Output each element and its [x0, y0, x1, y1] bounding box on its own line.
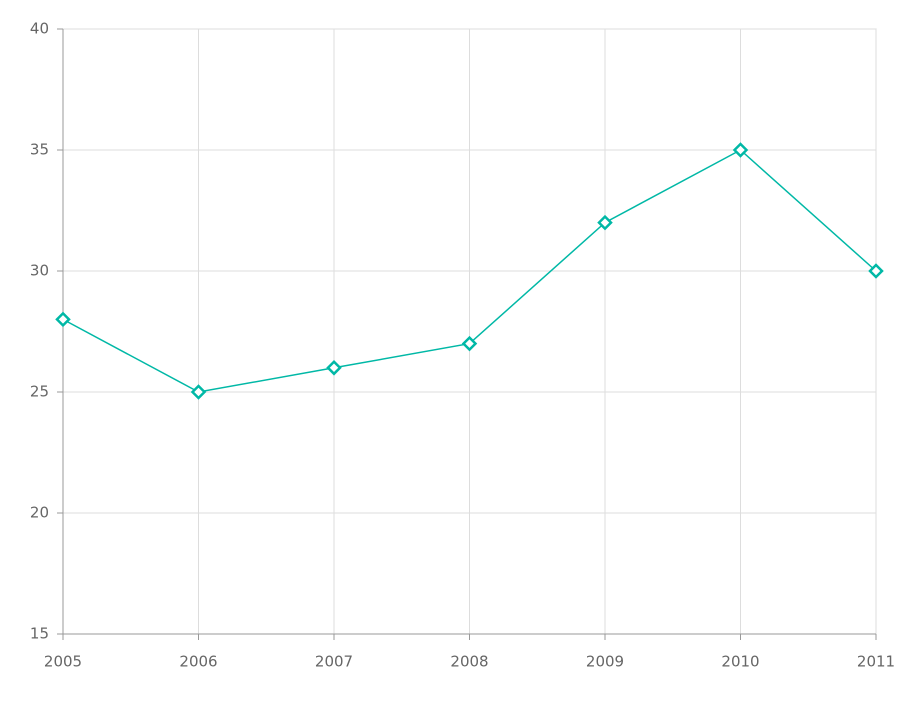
y-tick-label: 35	[30, 141, 49, 159]
marker	[461, 335, 478, 352]
y-tick-label: 40	[30, 20, 49, 38]
marker	[55, 311, 71, 328]
marker	[190, 384, 207, 400]
x-tick-label: 2005	[44, 653, 82, 671]
x-tick-label: 2010	[721, 653, 759, 671]
x-tick-label: 2011	[857, 653, 895, 671]
y-tick-label: 30	[30, 262, 49, 280]
x-tick-label: 2009	[586, 653, 624, 671]
y-tick-label: 25	[30, 383, 49, 401]
y-tick-label: 15	[30, 625, 49, 643]
x-tick-label: 2006	[179, 653, 217, 671]
marker	[597, 214, 613, 231]
x-tick-label: 2008	[450, 653, 488, 671]
marker	[326, 360, 342, 376]
y-tick-label: 20	[30, 504, 49, 522]
marker	[868, 263, 884, 279]
x-tick-label: 2007	[315, 653, 353, 671]
marker	[732, 142, 749, 158]
